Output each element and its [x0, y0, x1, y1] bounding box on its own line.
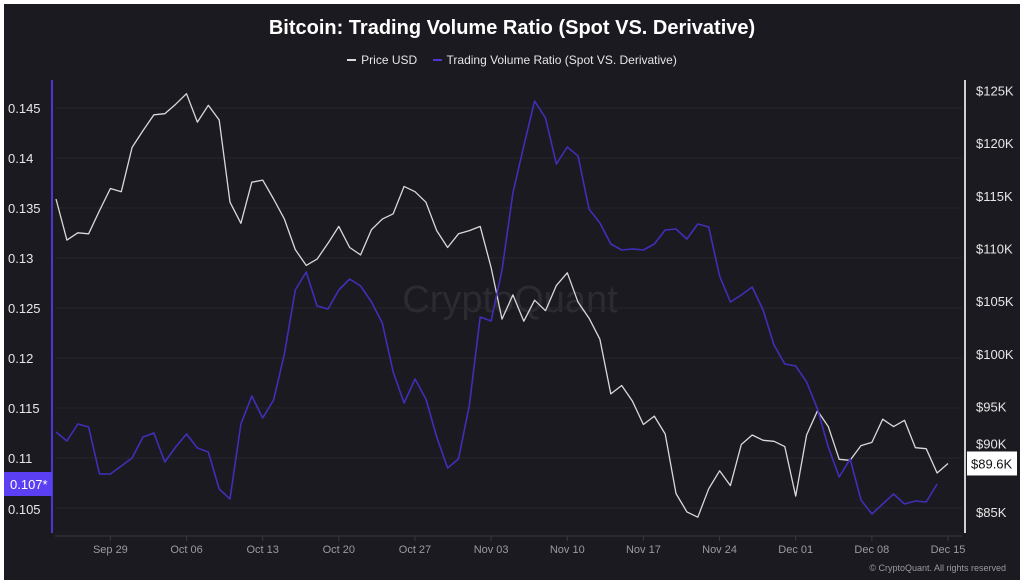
- x-tick-label: Nov 10: [550, 544, 585, 556]
- legend-label-ratio: Trading Volume Ratio (Spot VS. Derivativ…: [446, 53, 677, 67]
- y-right-tick-label: $110K: [976, 242, 1013, 257]
- x-tick-label: Nov 24: [702, 544, 737, 556]
- y-left-tick-label: 0.11: [8, 451, 32, 466]
- y-left-tick-label: 0.125: [8, 301, 41, 316]
- y-right-tick-label: $120K: [976, 136, 1014, 151]
- y-right-tick-label: $95K: [976, 400, 1007, 415]
- legend-swatch-price: [347, 59, 357, 61]
- x-tick-label: Dec 15: [931, 544, 966, 556]
- x-tick-label: Oct 06: [170, 544, 202, 556]
- chart-frame: [4, 4, 1020, 580]
- volume-ratio-line: [55, 100, 938, 515]
- y-right-tick-label: $85K: [976, 505, 1007, 520]
- y-left-tick-label: 0.115: [8, 401, 40, 416]
- x-tick-label: Oct 13: [246, 544, 278, 556]
- current-ratio-label: 0.107*: [10, 477, 48, 492]
- y-right-tick-label: $125K: [976, 84, 1014, 99]
- x-tick-label: Dec 01: [778, 544, 813, 556]
- legend-item-price[interactable]: Price USD: [347, 53, 417, 67]
- price-usd-line: [55, 93, 949, 518]
- y-right-tick-label: $90K: [976, 436, 1007, 451]
- legend-label-price: Price USD: [361, 53, 418, 67]
- x-tick-label: Sep 29: [93, 544, 128, 556]
- legend-swatch-ratio: [432, 59, 442, 61]
- y-left-tick-label: 0.12: [8, 351, 33, 366]
- copyright-footer: © CryptoQuant. All rights reserved: [869, 563, 1006, 573]
- y-left-tick-label: 0.105: [8, 502, 41, 517]
- current-ratio-label-box: [4, 472, 52, 496]
- y-left-tick-label: 0.135: [8, 201, 41, 216]
- legend: Price USD Trading Volume Ratio (Spot VS.…: [0, 50, 1024, 67]
- y-left-tick-label: 0.14: [8, 151, 33, 166]
- y-right-tick-label: $100K: [976, 347, 1014, 362]
- x-tick-label: Nov 03: [474, 544, 509, 556]
- x-tick-label: Oct 27: [399, 544, 431, 556]
- chart-title: Bitcoin: Trading Volume Ratio (Spot VS. …: [268, 17, 756, 39]
- x-tick-label: Nov 17: [626, 544, 661, 556]
- x-tick-label: Dec 08: [854, 544, 889, 556]
- y-right-tick-label: $105K: [976, 294, 1014, 309]
- current-price-label: $89.6K: [971, 456, 1013, 471]
- y-left-tick-label: 0.145: [8, 101, 41, 116]
- y-left-tick-label: 0.13: [8, 251, 33, 266]
- y-right-tick-label: $115K: [976, 189, 1013, 204]
- current-price-label-box: [967, 451, 1017, 476]
- x-tick-label: Oct 20: [323, 544, 355, 556]
- legend-item-ratio[interactable]: Trading Volume Ratio (Spot VS. Derivativ…: [432, 53, 677, 67]
